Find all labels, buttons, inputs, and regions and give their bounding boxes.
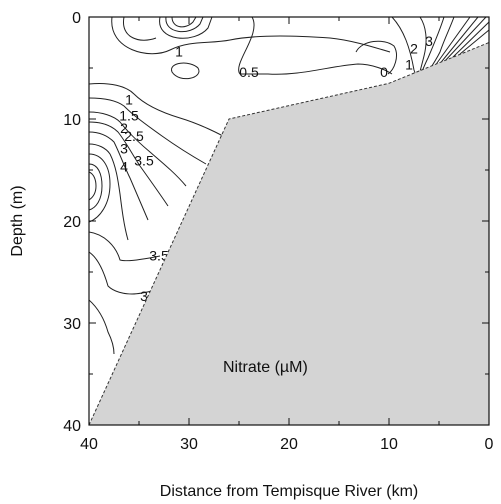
contour-line <box>89 143 129 241</box>
contour-line <box>89 299 115 355</box>
x-axis-ticks: 40 30 20 10 0 <box>80 17 494 453</box>
x-axis-title: Distance from Tempisque River (km) <box>160 483 418 500</box>
contour-line <box>355 40 397 75</box>
x-tick-label: 30 <box>180 436 198 453</box>
y-tick-label: 40 <box>63 418 81 435</box>
contour-line <box>171 62 200 80</box>
contour-label: 2 <box>120 120 128 136</box>
contour-line <box>89 131 149 221</box>
contour-line <box>89 231 161 262</box>
bathymetry-layer <box>88 42 490 426</box>
contour-line <box>111 17 391 55</box>
contour-line <box>451 21 489 59</box>
contour-label: 4 <box>120 159 128 175</box>
contour-line <box>238 17 393 75</box>
contour-label: 1 <box>405 57 413 73</box>
nitrate-annotation: Nitrate (µM) <box>223 359 308 376</box>
contour-label: 0.5 <box>239 64 259 80</box>
contour-line <box>443 17 487 63</box>
contour-label: 1.5 <box>119 108 139 124</box>
contour-label: 3 <box>120 140 128 156</box>
contour-label: 3 <box>425 33 433 49</box>
contour-line <box>123 17 157 41</box>
contour-line <box>89 153 111 223</box>
y-tick-label: 20 <box>63 214 81 231</box>
contour-label: 2 <box>410 40 418 56</box>
x-tick-label: 40 <box>80 436 98 453</box>
x-tick-label: 20 <box>280 436 298 453</box>
x-tick-label: 0 <box>485 436 494 453</box>
contour-line <box>89 111 187 187</box>
contour-line <box>89 83 231 141</box>
contour-line <box>165 17 204 33</box>
contour-line <box>89 251 157 295</box>
y-tick-label: 30 <box>63 316 81 333</box>
contour-line <box>437 17 479 67</box>
contour-label: 1 <box>175 43 183 59</box>
contour-line <box>171 17 197 28</box>
contour-line <box>89 163 103 211</box>
y-axis-title: Depth (m) <box>9 185 26 256</box>
contour-label: 3.5 <box>134 153 154 169</box>
contour-label: 1 <box>125 91 133 107</box>
contour-label: 2.5 <box>124 128 144 144</box>
contour-label: 3 <box>140 288 148 304</box>
contour-line <box>89 171 97 201</box>
bathymetry-fill <box>89 42 489 425</box>
contour-line <box>431 17 471 71</box>
y-tick-label: 0 <box>72 10 81 27</box>
contour-line <box>89 97 207 165</box>
contour-line <box>459 29 489 55</box>
contour-line <box>159 17 213 39</box>
y-tick-label: 10 <box>63 112 81 129</box>
x-tick-label: 10 <box>380 436 398 453</box>
contour-label: 0 <box>380 64 388 80</box>
contour-label: 3.5 <box>149 247 169 263</box>
contour-line <box>89 121 169 207</box>
contour-line <box>391 17 419 81</box>
